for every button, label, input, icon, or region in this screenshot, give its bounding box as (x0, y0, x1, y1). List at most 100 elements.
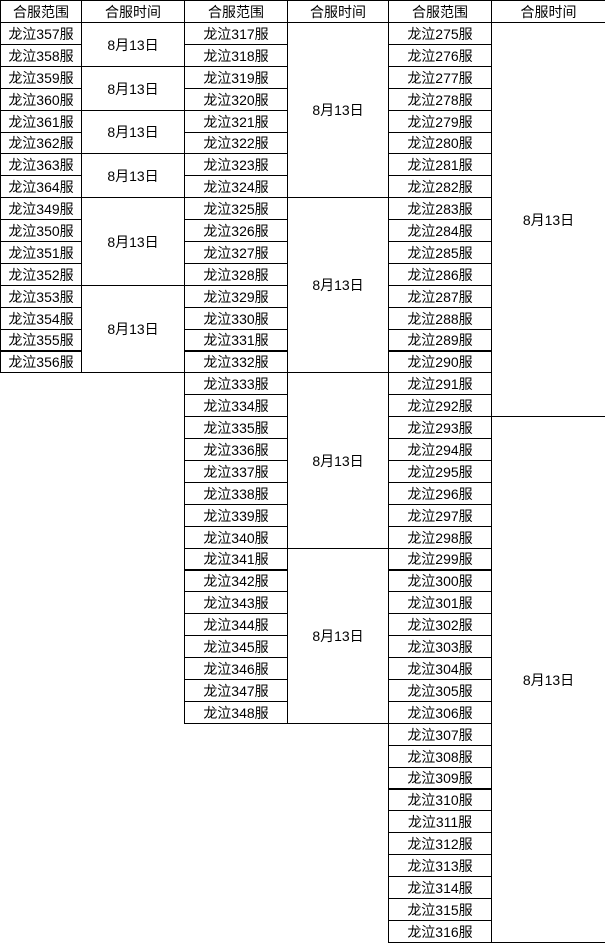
server-range-cell: 龙泣319服 (184, 66, 288, 89)
server-range-cell: 龙泣303服 (388, 635, 492, 658)
server-range-cell: 龙泣286服 (388, 263, 492, 286)
server-range-cell: 龙泣290服 (388, 351, 492, 373)
server-range-cell: 龙泣360服 (0, 88, 82, 111)
server-range-cell: 龙泣287服 (388, 285, 492, 308)
server-range-cell: 龙泣357服 (0, 22, 82, 45)
header-time: 合服时间 (81, 0, 185, 23)
merge-time-cell: 8月13日 (81, 285, 185, 373)
server-range-cell: 龙泣320服 (184, 88, 288, 111)
server-range-cell: 龙泣278服 (388, 88, 492, 111)
server-range-cell: 龙泣364服 (0, 175, 82, 198)
server-range-cell: 龙泣355服 (0, 329, 82, 351)
server-range-cell: 龙泣331服 (184, 329, 288, 351)
server-range-cell: 龙泣284服 (388, 219, 492, 242)
server-range-cell: 龙泣336服 (184, 438, 288, 461)
server-range-cell: 龙泣359服 (0, 66, 82, 89)
server-range-cell: 龙泣277服 (388, 66, 492, 89)
server-range-cell: 龙泣291服 (388, 372, 492, 395)
server-range-cell: 龙泣326服 (184, 219, 288, 242)
server-range-cell: 龙泣333服 (184, 372, 288, 395)
server-range-cell: 龙泣344服 (184, 613, 288, 636)
server-range-cell: 龙泣310服 (388, 789, 492, 811)
server-range-cell: 龙泣329服 (184, 285, 288, 308)
server-range-cell: 龙泣317服 (184, 22, 288, 45)
server-range-cell: 龙泣312服 (388, 832, 492, 855)
server-range-cell: 龙泣279服 (388, 110, 492, 133)
server-range-cell: 龙泣352服 (0, 263, 82, 286)
header-range: 合服范围 (388, 0, 492, 23)
server-range-cell: 龙泣362服 (0, 132, 82, 154)
header-time: 合服时间 (491, 0, 605, 23)
server-range-cell: 龙泣306服 (388, 701, 492, 724)
server-range-cell: 龙泣298服 (388, 526, 492, 549)
server-range-cell: 龙泣348服 (184, 701, 288, 724)
merge-time-cell: 8月13日 (287, 372, 389, 549)
server-range-cell: 龙泣285服 (388, 241, 492, 264)
merge-time-cell: 8月13日 (491, 416, 605, 943)
server-range-cell: 龙泣343服 (184, 591, 288, 614)
server-range-cell: 龙泣293服 (388, 416, 492, 439)
server-range-cell: 龙泣300服 (388, 570, 492, 592)
server-range-cell: 龙泣325服 (184, 197, 288, 220)
server-range-cell: 龙泣281服 (388, 153, 492, 176)
header-time: 合服时间 (287, 0, 389, 23)
merge-time-cell: 8月13日 (81, 153, 185, 198)
merge-time-cell: 8月13日 (491, 22, 605, 417)
merge-time-cell: 8月13日 (81, 197, 185, 286)
server-range-cell: 龙泣283服 (388, 197, 492, 220)
server-range-cell: 龙泣347服 (184, 679, 288, 702)
merge-time-cell: 8月13日 (287, 548, 389, 724)
server-range-cell: 龙泣334服 (184, 394, 288, 417)
server-range-cell: 龙泣275服 (388, 22, 492, 45)
server-range-cell: 龙泣280服 (388, 132, 492, 154)
header-range: 合服范围 (0, 0, 82, 23)
server-range-cell: 龙泣332服 (184, 351, 288, 373)
server-range-cell: 龙泣296服 (388, 482, 492, 505)
server-range-cell: 龙泣305服 (388, 679, 492, 702)
server-range-cell: 龙泣321服 (184, 110, 288, 133)
merge-time-cell: 8月13日 (287, 22, 389, 198)
server-range-cell: 龙泣363服 (0, 153, 82, 176)
server-range-cell: 龙泣328服 (184, 263, 288, 286)
server-range-cell: 龙泣337服 (184, 460, 288, 483)
server-range-cell: 龙泣315服 (388, 898, 492, 921)
server-range-cell: 龙泣345服 (184, 635, 288, 658)
server-range-cell: 龙泣339服 (184, 504, 288, 527)
server-range-cell: 龙泣301服 (388, 591, 492, 614)
server-range-cell: 龙泣330服 (184, 307, 288, 330)
server-range-cell: 龙泣340服 (184, 526, 288, 549)
server-range-cell: 龙泣313服 (388, 854, 492, 877)
server-range-cell: 龙泣327服 (184, 241, 288, 264)
server-range-cell: 龙泣351服 (0, 241, 82, 264)
server-range-cell: 龙泣311服 (388, 810, 492, 833)
server-range-cell: 龙泣354服 (0, 307, 82, 330)
server-range-cell: 龙泣341服 (184, 548, 288, 570)
server-range-cell: 龙泣361服 (0, 110, 82, 133)
server-range-cell: 龙泣318服 (184, 44, 288, 67)
server-range-cell: 龙泣276服 (388, 44, 492, 67)
server-range-cell: 龙泣356服 (0, 351, 82, 373)
merge-time-cell: 8月13日 (81, 66, 185, 111)
server-range-cell: 龙泣292服 (388, 394, 492, 417)
merge-time-cell: 8月13日 (81, 110, 185, 154)
header-range: 合服范围 (184, 0, 288, 23)
server-range-cell: 龙泣338服 (184, 482, 288, 505)
server-range-cell: 龙泣288服 (388, 307, 492, 330)
server-range-cell: 龙泣342服 (184, 570, 288, 592)
merge-time-cell: 8月13日 (287, 197, 389, 373)
server-range-cell: 龙泣299服 (388, 548, 492, 570)
server-range-cell: 龙泣335服 (184, 416, 288, 439)
server-range-cell: 龙泣307服 (388, 723, 492, 746)
server-range-cell: 龙泣295服 (388, 460, 492, 483)
server-range-cell: 龙泣323服 (184, 153, 288, 176)
server-range-cell: 龙泣350服 (0, 219, 82, 242)
server-range-cell: 龙泣353服 (0, 285, 82, 308)
server-range-cell: 龙泣314服 (388, 876, 492, 899)
server-range-cell: 龙泣322服 (184, 132, 288, 154)
server-range-cell: 龙泣309服 (388, 767, 492, 789)
merge-time-cell: 8月13日 (81, 22, 185, 67)
server-range-cell: 龙泣316服 (388, 920, 492, 943)
server-range-cell: 龙泣282服 (388, 175, 492, 198)
server-range-cell: 龙泣289服 (388, 329, 492, 351)
server-range-cell: 龙泣302服 (388, 613, 492, 636)
